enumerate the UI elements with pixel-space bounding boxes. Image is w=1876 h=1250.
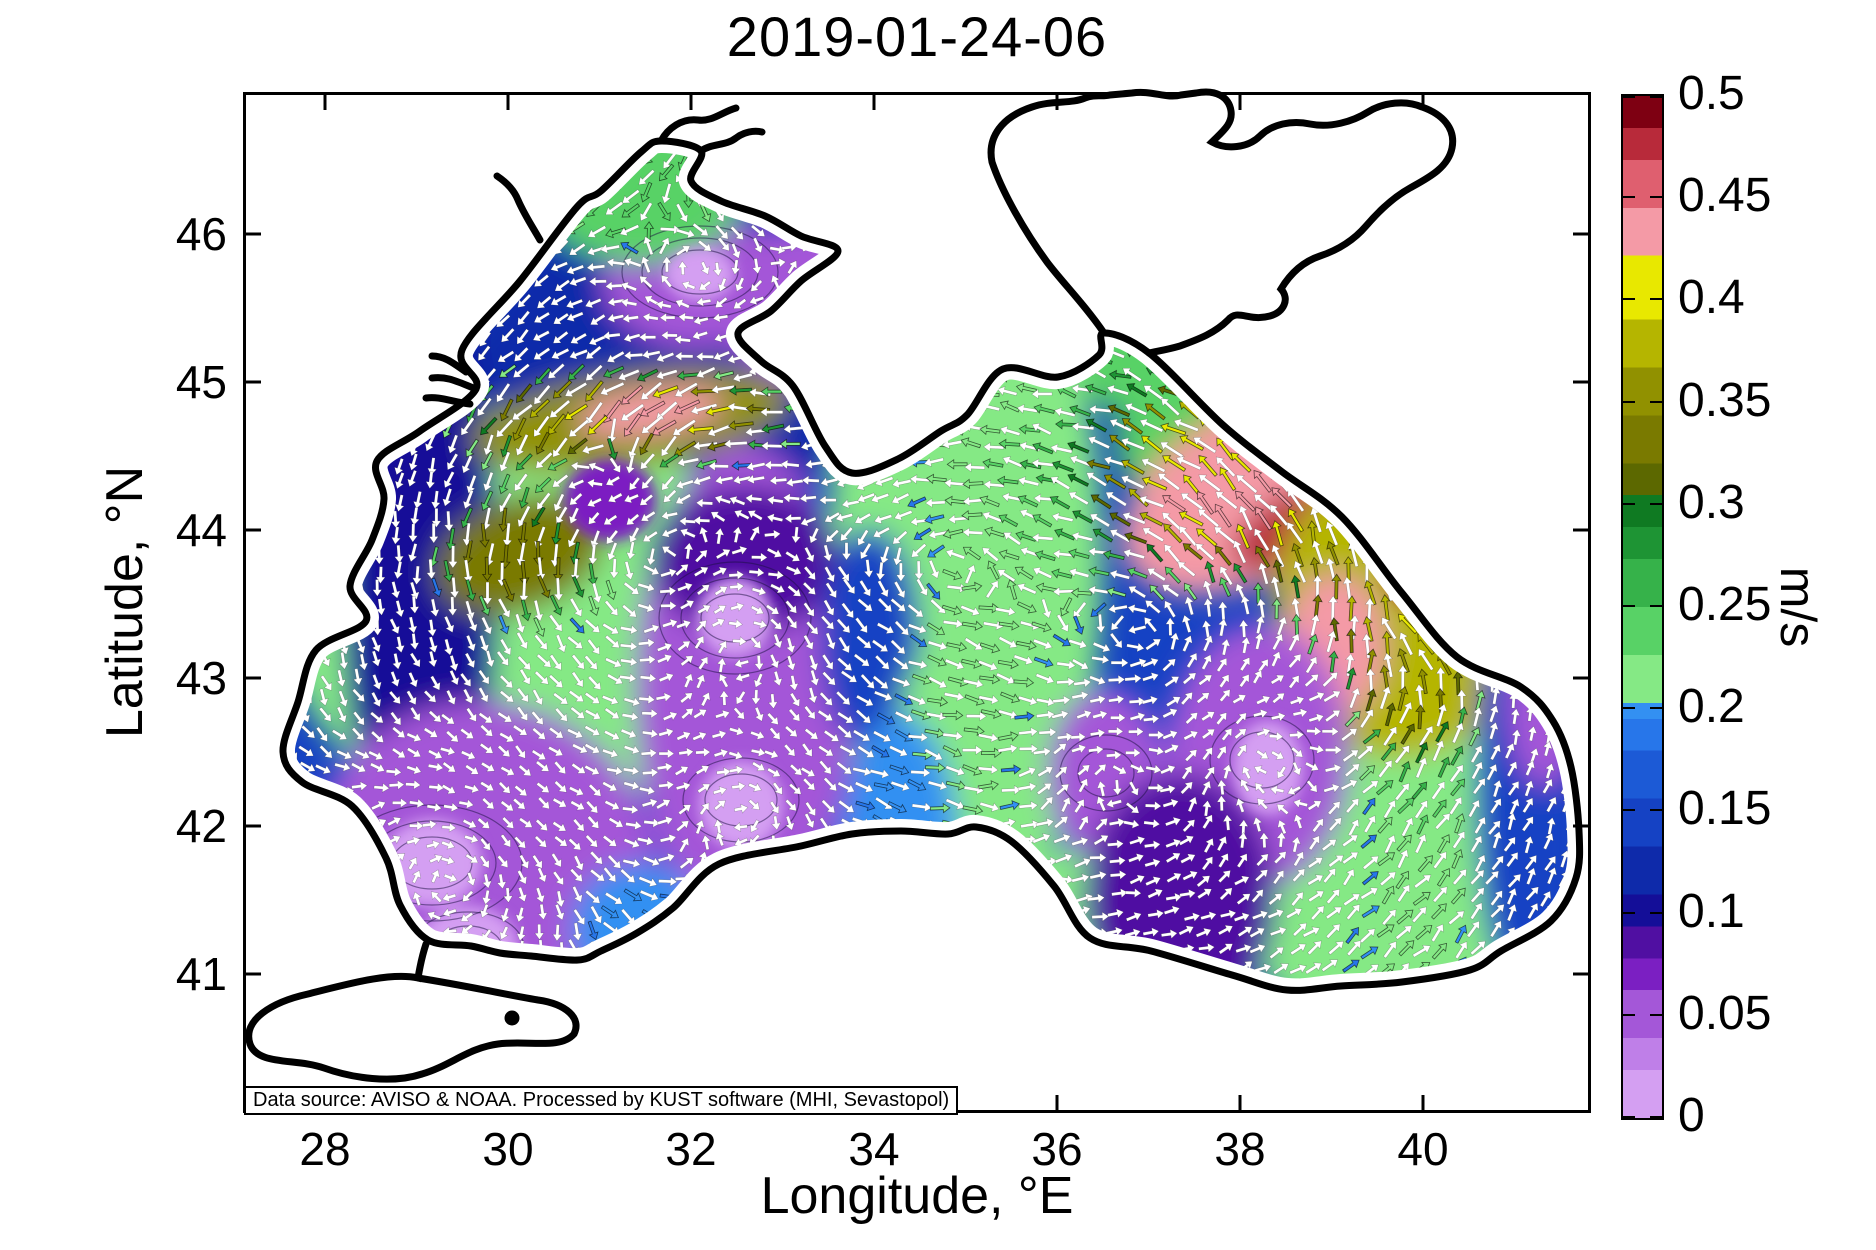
x-tick-label: 36 (1031, 1123, 1083, 1175)
colorbar-tick-mark (1650, 96, 1662, 98)
colorbar-tick-mark (1623, 298, 1635, 301)
colorbar-tick-mark (1650, 298, 1662, 301)
colorbar-tick-label: 0.25 (1678, 578, 1772, 631)
colorbar-tick-mark (1650, 1013, 1662, 1016)
colorbar-tick-label: 0.3 (1678, 475, 1745, 529)
colorbar-tick-mark (1623, 1013, 1635, 1016)
colorbar-tick-label: 0.2 (1678, 680, 1745, 734)
colorbar-tick-mark (1650, 911, 1662, 914)
colorbar-tick-label: 0.15 (1678, 782, 1772, 836)
speed-field (282, 140, 1580, 991)
colorbar-tick-mark (1650, 1116, 1662, 1118)
colorbar-tick-mark (1623, 96, 1635, 98)
colorbar-tick-mark (1623, 196, 1635, 199)
x-tick-label: 32 (665, 1123, 717, 1175)
colorbar-tick-mark (1623, 1116, 1635, 1118)
x-tick-label: 34 (848, 1123, 900, 1175)
colorbar-tick-mark (1623, 605, 1635, 607)
colorbar-tick-label: 0.05 (1678, 986, 1772, 1040)
x-tick-label: 40 (1397, 1123, 1449, 1175)
colorbar-tick-mark (1623, 707, 1635, 710)
y-tick-label: 41 (175, 948, 227, 1000)
page-title: 2019-01-24-06 (726, 5, 1108, 68)
x-tick-label: 28 (299, 1123, 351, 1175)
colorbar-tick-label: 0.4 (1678, 271, 1745, 325)
colorbar-tick-label: 0.5 (1678, 67, 1745, 120)
y-tick-label: 42 (175, 800, 227, 852)
colorbar-tick-mark (1650, 400, 1662, 403)
x-axis-label: Longitude, °E (760, 1167, 1074, 1225)
y-tick-label: 45 (175, 356, 227, 408)
colorbar-unit-label: m/s (1770, 566, 1826, 648)
colorbar-tick-mark (1650, 809, 1662, 812)
colorbar-tick-label: 0.35 (1678, 373, 1772, 427)
colorbar-tick-mark (1623, 809, 1635, 812)
land-outlines (245, 88, 1457, 1083)
x-tick-label: 38 (1214, 1123, 1266, 1175)
colorbar-tick-mark (1650, 502, 1662, 505)
colorbar-tick-label: 0 (1678, 1089, 1705, 1142)
colorbar-tick-mark (1623, 911, 1635, 914)
colorbar-tick-mark (1650, 707, 1662, 710)
y-tick-label: 46 (175, 208, 227, 260)
colorbar-tick-mark (1650, 196, 1662, 199)
black-sea-coastline (279, 137, 1584, 994)
y-tick-label: 43 (175, 652, 227, 704)
data-source-annotation: Data source: AVISO & NOAA. Processed by … (244, 1086, 959, 1115)
colorbar-tick-label: 0.1 (1678, 884, 1745, 938)
colorbar (1621, 94, 1664, 1120)
y-tick-label: 44 (175, 504, 227, 556)
colorbar-tick-label: 0.45 (1678, 169, 1772, 223)
colorbar-tick-mark (1623, 400, 1635, 403)
colorbar-tick-mark (1623, 502, 1635, 505)
x-tick-label: 30 (482, 1123, 534, 1175)
colorbar-tick-mark (1650, 605, 1662, 607)
